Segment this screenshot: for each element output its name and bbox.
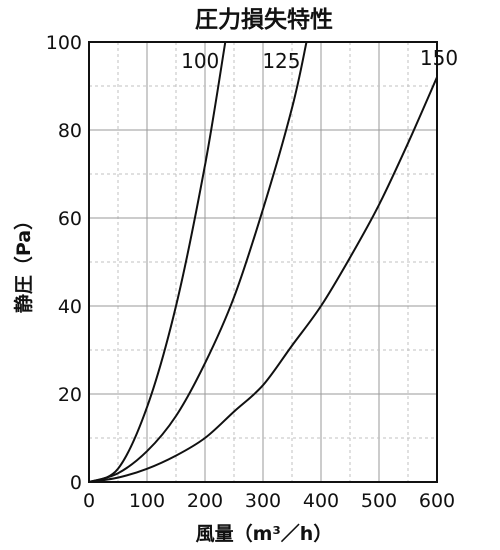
series-label-125: 125 bbox=[262, 49, 300, 73]
y-tick-label: 40 bbox=[58, 296, 82, 318]
plot-frame bbox=[88, 41, 438, 483]
series-line-125 bbox=[88, 41, 308, 483]
curve-labels: 100 125 150 bbox=[181, 46, 458, 73]
x-axis-label: 風量（m³／h） bbox=[196, 522, 333, 545]
y-tick-label: 20 bbox=[58, 384, 82, 406]
series-label-150: 150 bbox=[420, 46, 458, 70]
series-line-150 bbox=[88, 76, 438, 483]
tick-labels: 0 100 200 300 400 500 600 0 20 40 60 80 100 bbox=[46, 32, 455, 512]
y-tick-label: 0 bbox=[70, 472, 82, 494]
y-axis-label: 静圧（Pa） bbox=[12, 211, 35, 313]
x-tick-label: 200 bbox=[187, 490, 223, 512]
series-label-100: 100 bbox=[181, 49, 219, 73]
x-tick-label: 300 bbox=[245, 490, 281, 512]
x-tick-label: 100 bbox=[129, 490, 165, 512]
x-tick-label: 400 bbox=[303, 490, 339, 512]
chart-title: 圧力損失特性 bbox=[195, 7, 333, 33]
y-tick-label: 100 bbox=[46, 32, 82, 54]
y-tick-label: 60 bbox=[58, 208, 82, 230]
x-tick-label: 0 bbox=[83, 490, 95, 512]
curves bbox=[88, 41, 438, 483]
grid bbox=[89, 42, 437, 482]
y-tick-label: 80 bbox=[58, 120, 82, 142]
series-line-100 bbox=[88, 41, 227, 483]
x-tick-label: 600 bbox=[419, 490, 455, 512]
x-tick-label: 500 bbox=[361, 490, 397, 512]
